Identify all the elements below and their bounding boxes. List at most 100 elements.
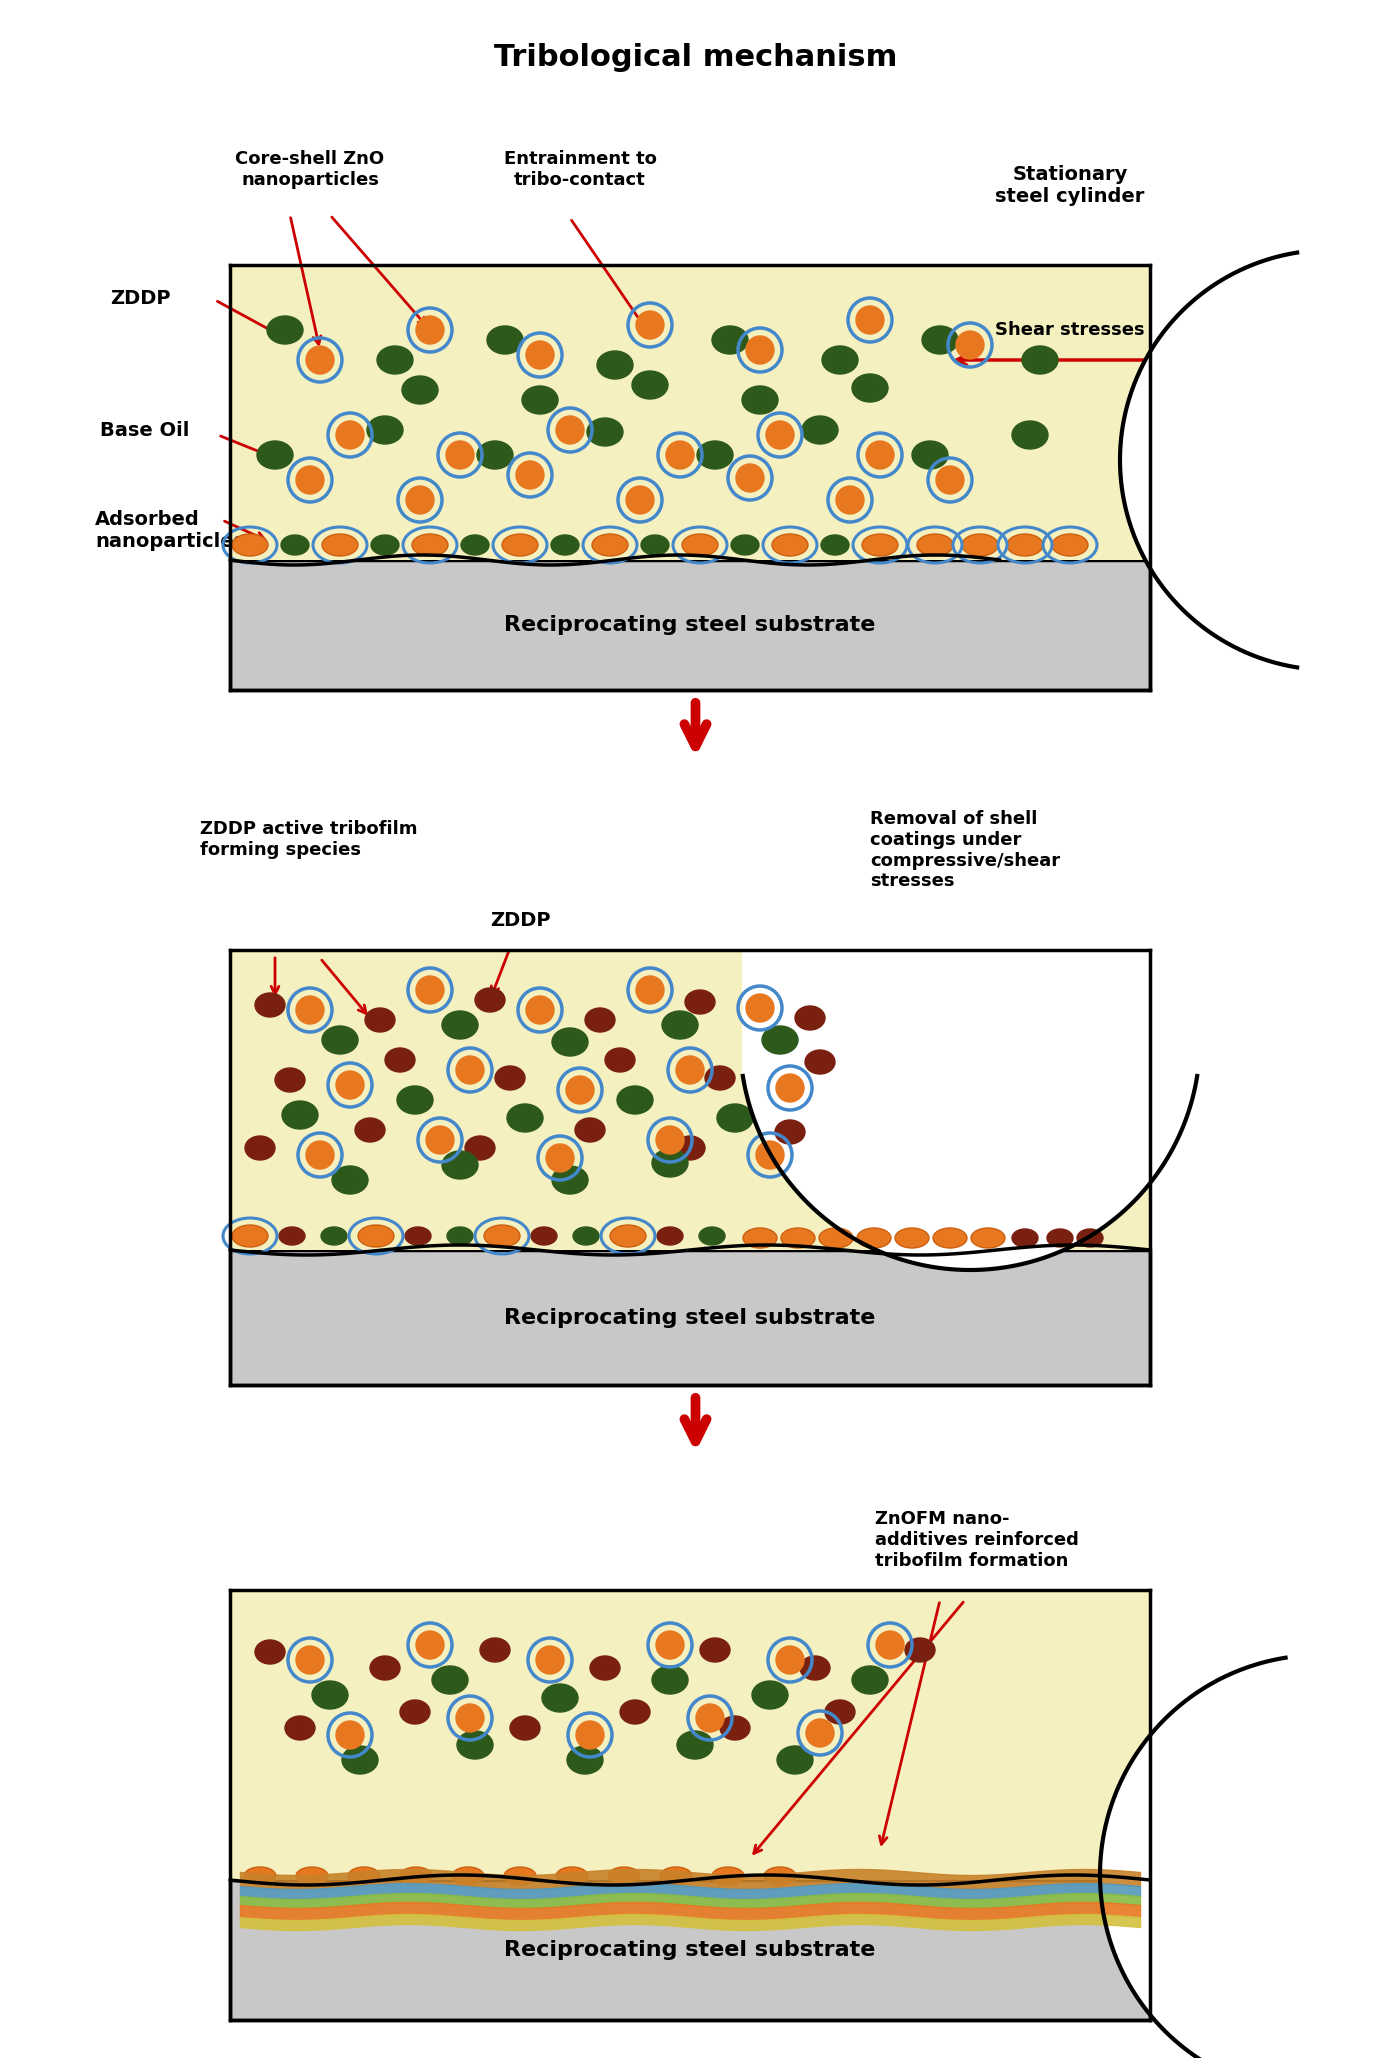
Ellipse shape [597, 352, 633, 379]
Circle shape [936, 465, 964, 494]
Ellipse shape [285, 1716, 314, 1739]
Ellipse shape [568, 1745, 604, 1774]
Ellipse shape [355, 1117, 385, 1142]
Circle shape [416, 975, 444, 1004]
Ellipse shape [255, 1640, 285, 1665]
Circle shape [296, 465, 324, 494]
Circle shape [836, 486, 864, 514]
Ellipse shape [743, 1229, 778, 1247]
Ellipse shape [922, 325, 958, 354]
Ellipse shape [963, 533, 997, 556]
Circle shape [776, 1646, 804, 1673]
Ellipse shape [321, 1027, 357, 1054]
Ellipse shape [477, 440, 513, 469]
Ellipse shape [348, 1867, 380, 1885]
Circle shape [547, 1144, 574, 1171]
Circle shape [337, 1070, 364, 1099]
Ellipse shape [1022, 346, 1059, 375]
Ellipse shape [522, 387, 558, 414]
Ellipse shape [753, 1681, 787, 1708]
Ellipse shape [605, 1048, 636, 1072]
Ellipse shape [821, 535, 849, 556]
Ellipse shape [590, 1657, 620, 1679]
Text: Reciprocating steel substrate: Reciprocating steel substrate [505, 615, 876, 636]
Text: Adsorbed
nanoparticles: Adsorbed nanoparticles [95, 510, 245, 552]
Ellipse shape [401, 1700, 430, 1725]
Ellipse shape [573, 1227, 600, 1245]
Ellipse shape [705, 1066, 734, 1091]
FancyBboxPatch shape [230, 1881, 1150, 2021]
Ellipse shape [641, 535, 669, 556]
Text: ZDDP: ZDDP [110, 288, 171, 307]
Ellipse shape [762, 1027, 798, 1054]
Ellipse shape [933, 1229, 967, 1247]
Circle shape [776, 1074, 804, 1101]
Circle shape [456, 1056, 484, 1085]
Ellipse shape [405, 1227, 431, 1245]
Ellipse shape [275, 1068, 305, 1093]
Circle shape [337, 1720, 364, 1749]
Circle shape [746, 994, 773, 1023]
Ellipse shape [712, 1867, 744, 1885]
Text: Removal of shell
coatings under
compressive/shear
stresses: Removal of shell coatings under compress… [869, 811, 1060, 891]
Ellipse shape [862, 533, 899, 556]
Ellipse shape [700, 1227, 725, 1245]
Ellipse shape [433, 1667, 467, 1694]
Text: Stationary
steel cylinder: Stationary steel cylinder [996, 165, 1145, 206]
Text: Core-shell ZnO
nanoparticles: Core-shell ZnO nanoparticles [235, 150, 384, 189]
Ellipse shape [732, 535, 759, 556]
Ellipse shape [484, 1225, 520, 1247]
Text: Base Oil: Base Oil [100, 420, 189, 440]
Ellipse shape [593, 533, 627, 556]
Ellipse shape [917, 533, 953, 556]
Ellipse shape [257, 440, 294, 469]
Circle shape [536, 1646, 563, 1673]
Circle shape [337, 422, 364, 449]
Ellipse shape [825, 1700, 855, 1725]
Ellipse shape [502, 533, 538, 556]
Ellipse shape [716, 1103, 753, 1132]
Ellipse shape [282, 1101, 319, 1130]
Circle shape [755, 1140, 785, 1169]
Ellipse shape [452, 1867, 484, 1885]
Ellipse shape [377, 346, 413, 375]
Circle shape [956, 331, 983, 358]
Ellipse shape [803, 416, 837, 445]
Ellipse shape [312, 1681, 348, 1708]
Ellipse shape [232, 1225, 268, 1247]
Ellipse shape [460, 535, 490, 556]
Ellipse shape [775, 1120, 805, 1144]
Ellipse shape [281, 535, 309, 556]
Text: ZDDP: ZDDP [490, 912, 551, 930]
FancyBboxPatch shape [230, 951, 1150, 1249]
Ellipse shape [487, 325, 523, 354]
Ellipse shape [611, 1225, 645, 1247]
Ellipse shape [772, 533, 808, 556]
Ellipse shape [245, 1136, 275, 1161]
Ellipse shape [556, 1867, 588, 1885]
Ellipse shape [531, 1227, 556, 1245]
Circle shape [636, 975, 664, 1004]
Ellipse shape [677, 1731, 714, 1760]
Ellipse shape [780, 1229, 815, 1247]
Ellipse shape [458, 1731, 492, 1760]
Circle shape [805, 1718, 835, 1747]
Ellipse shape [662, 1010, 698, 1039]
Circle shape [736, 463, 764, 492]
Ellipse shape [697, 440, 733, 469]
Ellipse shape [447, 1227, 473, 1245]
Ellipse shape [442, 1010, 479, 1039]
Ellipse shape [1013, 422, 1047, 449]
Text: Tribological mechanism: Tribological mechanism [494, 43, 897, 72]
Ellipse shape [819, 1229, 853, 1247]
Ellipse shape [586, 1008, 615, 1031]
Circle shape [746, 335, 773, 364]
Ellipse shape [465, 1136, 495, 1161]
Circle shape [855, 307, 885, 333]
Ellipse shape [255, 994, 285, 1017]
Ellipse shape [620, 1700, 650, 1725]
Ellipse shape [764, 1867, 796, 1885]
Ellipse shape [618, 1087, 652, 1113]
Ellipse shape [700, 1638, 730, 1663]
Ellipse shape [684, 990, 715, 1015]
